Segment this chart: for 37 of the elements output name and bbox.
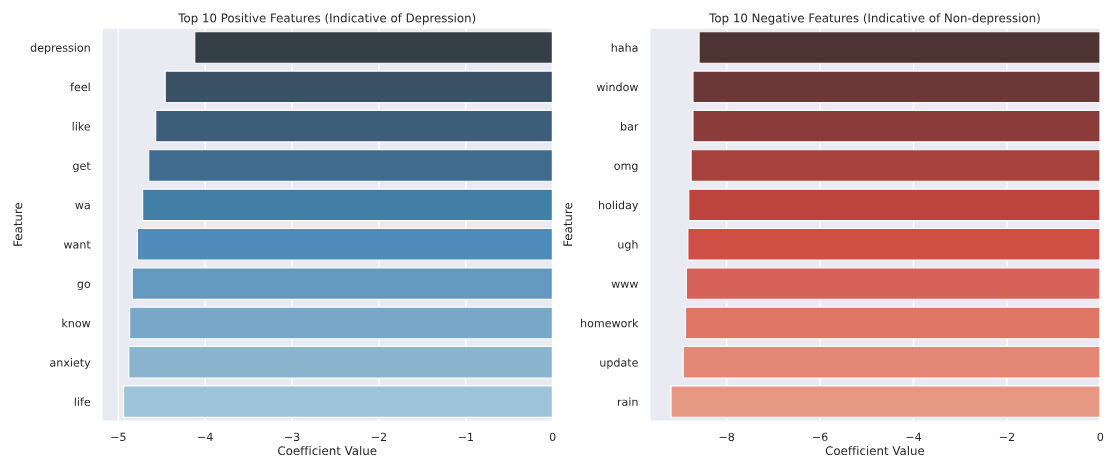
y-tick-label: haha xyxy=(611,43,638,52)
y-tick-label: know xyxy=(62,318,91,328)
x-tick-label: −3 xyxy=(285,432,300,442)
x-tick-label: −5 xyxy=(111,432,126,442)
x-tick-label: −2 xyxy=(371,432,386,441)
x-tick-label: 0 xyxy=(1097,432,1104,442)
y-tick-label: www xyxy=(611,281,638,288)
y-tick-label: depression xyxy=(30,43,90,54)
x-tick-label: 0 xyxy=(549,432,556,442)
y-tick-label: want xyxy=(63,240,91,249)
x-axis-title: Coefficient Value xyxy=(278,445,377,456)
y-axis-title: Feature xyxy=(563,202,573,246)
chart-title: Top 10 Positive Features (Indicative of Depression) xyxy=(178,13,476,25)
x-tick-label: −4 xyxy=(198,432,213,441)
x-tick-label: −2 xyxy=(999,432,1015,441)
y-tick-label: ugh xyxy=(618,240,638,251)
y-tick-label: holiday xyxy=(599,200,639,212)
y-axis-title: Feature xyxy=(13,202,23,246)
x-axis-title: Coefficient Value xyxy=(825,445,925,456)
y-tick-label: get xyxy=(73,161,91,173)
y-tick-label: bar xyxy=(621,121,639,131)
y-tick-label: omg xyxy=(614,163,638,173)
chart-title: Top 10 Negative Features (Indicative of Non-depression) xyxy=(709,13,1040,25)
y-tick-label: wa xyxy=(75,202,90,210)
y-tick-label: rain xyxy=(617,397,638,407)
y-tick-label: window xyxy=(596,82,638,92)
y-tick-label: like xyxy=(72,121,91,131)
x-tick-label: −6 xyxy=(813,432,828,442)
y-tick-label: go xyxy=(77,281,91,291)
x-tick-label: −1 xyxy=(458,432,473,441)
x-tick-label: −8 xyxy=(719,432,735,442)
y-tick-label: homework xyxy=(581,318,639,328)
y-tick-label: feel xyxy=(70,82,90,92)
y-tick-label: update xyxy=(600,358,638,369)
x-tick-label: −4 xyxy=(906,432,922,441)
y-tick-label: life xyxy=(74,397,91,407)
y-tick-label: anxiety xyxy=(50,358,91,369)
